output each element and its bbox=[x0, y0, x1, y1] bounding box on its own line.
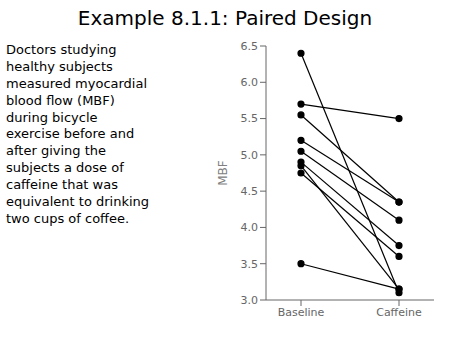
svg-text:4.0: 4.0 bbox=[241, 221, 259, 234]
svg-text:Caffeine: Caffeine bbox=[376, 306, 422, 319]
svg-text:6.0: 6.0 bbox=[241, 76, 259, 89]
svg-text:MBF: MBF bbox=[216, 160, 230, 186]
html-text:Doctors studying healthy subje: Doctors studying healthy subjects measur… bbox=[6, 42, 150, 226]
svg-text:Baseline: Baseline bbox=[278, 306, 325, 319]
svg-text:6.5: 6.5 bbox=[241, 40, 259, 53]
svg-text:3.5: 3.5 bbox=[241, 258, 259, 271]
svg-text:5.5: 5.5 bbox=[241, 112, 259, 125]
svg-text:5.0: 5.0 bbox=[241, 149, 259, 162]
html-text:Example 8.1.1: Paired Design: Example 8.1.1: Paired Design bbox=[77, 6, 373, 30]
svg-text:4.5: 4.5 bbox=[241, 185, 259, 198]
svg-text:3.0: 3.0 bbox=[241, 294, 259, 307]
